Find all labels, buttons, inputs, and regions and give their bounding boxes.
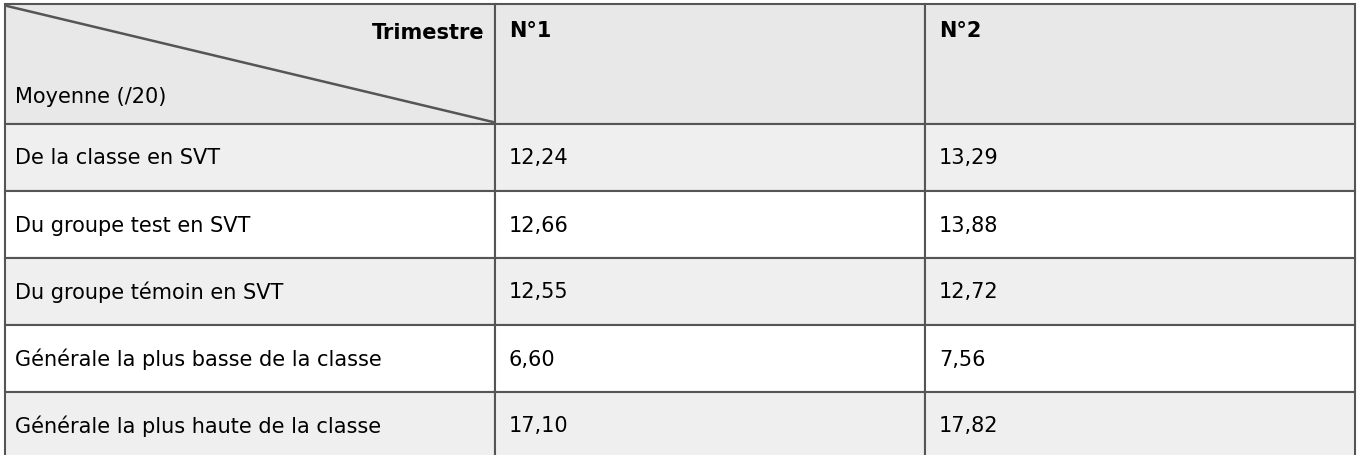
Bar bbox=[495, 125, 925, 192]
Bar bbox=[5, 5, 495, 125]
Text: N°2: N°2 bbox=[938, 21, 982, 41]
Text: Générale la plus haute de la classe: Générale la plus haute de la classe bbox=[15, 415, 381, 436]
Text: Trimestre: Trimestre bbox=[373, 23, 486, 43]
Text: 6,60: 6,60 bbox=[509, 349, 556, 369]
Text: 17,10: 17,10 bbox=[509, 415, 568, 435]
Text: 12,55: 12,55 bbox=[509, 282, 568, 302]
Bar bbox=[495, 325, 925, 392]
Bar bbox=[925, 392, 1355, 455]
Bar bbox=[495, 192, 925, 258]
Text: 7,56: 7,56 bbox=[938, 349, 986, 369]
Text: Du groupe témoin en SVT: Du groupe témoin en SVT bbox=[15, 281, 283, 303]
Text: 12,66: 12,66 bbox=[509, 215, 568, 235]
Text: 13,29: 13,29 bbox=[938, 148, 998, 168]
Text: Générale la plus basse de la classe: Générale la plus basse de la classe bbox=[15, 348, 382, 369]
Bar bbox=[495, 392, 925, 455]
Bar bbox=[5, 192, 495, 258]
Bar bbox=[5, 258, 495, 325]
Text: 12,72: 12,72 bbox=[938, 282, 998, 302]
Text: 12,24: 12,24 bbox=[509, 148, 568, 168]
Bar bbox=[925, 258, 1355, 325]
Bar bbox=[925, 325, 1355, 392]
Bar bbox=[5, 392, 495, 455]
Text: 13,88: 13,88 bbox=[938, 215, 998, 235]
Bar bbox=[925, 192, 1355, 258]
Text: De la classe en SVT: De la classe en SVT bbox=[15, 148, 220, 168]
Text: N°1: N°1 bbox=[509, 21, 551, 41]
Text: Du groupe test en SVT: Du groupe test en SVT bbox=[15, 215, 250, 235]
Bar bbox=[5, 125, 495, 192]
Bar bbox=[5, 325, 495, 392]
Bar bbox=[925, 5, 1355, 125]
Text: 17,82: 17,82 bbox=[938, 415, 998, 435]
Bar bbox=[495, 258, 925, 325]
Text: Moyenne (/20): Moyenne (/20) bbox=[15, 87, 166, 107]
Bar bbox=[925, 125, 1355, 192]
Bar bbox=[495, 5, 925, 125]
